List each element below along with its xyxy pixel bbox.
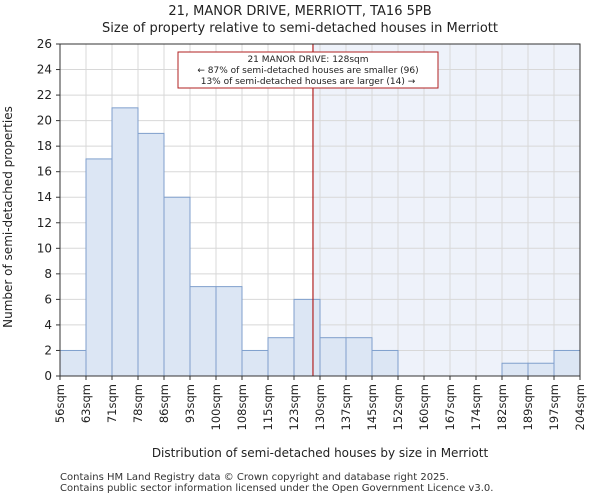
footer-line-2: Contains public sector information licen…: [60, 483, 494, 494]
histogram-bar: [371, 349, 399, 377]
x-tick-label: 174sqm: [469, 384, 483, 430]
y-tick-label: 6: [44, 292, 52, 306]
annotation-line-3: 13% of semi-detached houses are larger (…: [201, 77, 416, 87]
histogram-bar: [241, 349, 269, 377]
annotation-box: 21 MANOR DRIVE: 128sqm ← 87% of semi-det…: [177, 51, 439, 89]
y-tick-label: 24: [37, 63, 52, 77]
histogram-bar: [319, 337, 347, 377]
x-tick-label: 145sqm: [365, 384, 379, 430]
annotation-line-2: ← 87% of semi-detached houses are smalle…: [197, 66, 418, 76]
y-tick-label: 2: [44, 343, 52, 357]
chart-subtitle: Size of property relative to semi-detach…: [102, 21, 498, 36]
x-tick-label: 152sqm: [391, 384, 405, 430]
y-tick-label: 12: [37, 216, 52, 230]
x-tick-label: 71sqm: [105, 384, 119, 423]
x-tick-label: 130sqm: [313, 384, 327, 430]
x-tick-label: 197sqm: [547, 384, 561, 430]
y-tick-label: 18: [37, 139, 52, 153]
y-tick-label: 20: [37, 114, 52, 128]
x-tick-label: 108sqm: [235, 384, 249, 430]
annotation-line-1: 21 MANOR DRIVE: 128sqm: [247, 55, 368, 65]
histogram-bar: [215, 286, 243, 377]
x-tick-label: 56sqm: [53, 384, 67, 423]
annotation-frame: [177, 51, 439, 89]
x-axis-label: Distribution of semi-detached houses by …: [152, 446, 489, 460]
x-tick-label: 78sqm: [131, 384, 145, 423]
x-tick-label: 137sqm: [339, 384, 353, 430]
y-tick-label: 8: [44, 267, 52, 281]
x-tick-label: 63sqm: [79, 384, 93, 423]
x-tick-label: 160sqm: [417, 384, 431, 430]
y-axis-label: Number of semi-detached properties: [1, 106, 15, 328]
y-tick-label: 16: [37, 165, 52, 179]
x-tick-label: 115sqm: [261, 384, 275, 430]
y-tick-label: 14: [37, 190, 52, 204]
y-tick-label: 22: [37, 88, 52, 102]
histogram-bar: [267, 337, 295, 377]
x-tick-label: 182sqm: [495, 384, 509, 430]
x-tick-label: 204sqm: [573, 384, 587, 430]
histogram-bar: [163, 196, 191, 377]
x-tick-label: 86sqm: [157, 384, 171, 423]
histogram-bar: [59, 349, 87, 377]
footer-line-1: Contains HM Land Registry data © Crown c…: [60, 472, 449, 483]
footer: Contains HM Land Registry data © Crown c…: [60, 472, 493, 494]
histogram-bar: [85, 158, 113, 377]
y-tick-label: 10: [37, 241, 52, 255]
x-tick-label: 100sqm: [209, 384, 223, 430]
x-tick-label: 167sqm: [443, 384, 457, 430]
histogram-bar: [527, 362, 555, 377]
y-tick-label: 0: [44, 369, 52, 383]
histogram-bar: [345, 337, 373, 377]
larger-region-shade: [312, 44, 580, 376]
chart-title: 21, MANOR DRIVE, MERRIOTT, TA16 5PB: [168, 4, 432, 19]
histogram-bar: [137, 132, 165, 377]
histogram-bar: [293, 298, 321, 377]
histogram-bar: [553, 349, 581, 377]
x-tick-label: 189sqm: [521, 384, 535, 430]
y-tick-label: 26: [37, 37, 52, 51]
y-tick-label: 4: [44, 318, 52, 332]
chart-title-block: 21, MANOR DRIVE, MERRIOTT, TA16 5PB Size…: [0, 3, 600, 37]
histogram-bar: [501, 362, 529, 377]
x-tick-label: 93sqm: [183, 384, 197, 423]
histogram-bar: [189, 286, 217, 377]
x-tick-label: 123sqm: [287, 384, 301, 430]
histogram-bar: [111, 107, 139, 377]
